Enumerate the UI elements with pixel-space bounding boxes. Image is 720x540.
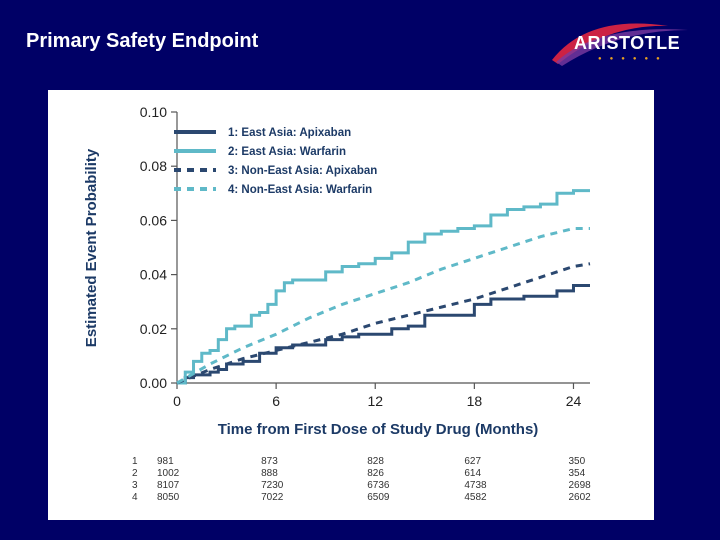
risk-count: 888 bbox=[261, 468, 278, 479]
x-tick-label: 18 bbox=[467, 393, 483, 409]
risk-count: 6509 bbox=[367, 492, 390, 503]
risk-count: 8050 bbox=[157, 492, 180, 503]
chart-panel: 0.00 0.02 0.04 0.06 0.08 0.10 0 6 12 18 24 1: Eas… bbox=[48, 90, 654, 520]
logo-swoosh-icon bbox=[552, 23, 688, 66]
y-tick-label: 0.06 bbox=[140, 212, 167, 228]
legend-label: 4: Non-East Asia: Warfarin bbox=[228, 184, 372, 196]
x-tick-label: 0 bbox=[173, 393, 181, 409]
risk-count: 7230 bbox=[261, 480, 284, 491]
risk-count: 2602 bbox=[568, 492, 591, 503]
risk-count: 2698 bbox=[568, 480, 591, 491]
legend-label: 2: East Asia: Warfarin bbox=[228, 146, 346, 158]
risk-count: 350 bbox=[568, 456, 585, 467]
risk-count: 828 bbox=[367, 456, 384, 467]
slide-title: Primary Safety Endpoint bbox=[26, 30, 259, 52]
series-line-3 bbox=[176, 262, 591, 385]
risk-count: 981 bbox=[157, 456, 174, 467]
x-tick-label: 6 bbox=[272, 393, 280, 409]
risk-row-label: 3 bbox=[132, 480, 138, 491]
y-tick-label: 0.00 bbox=[140, 375, 167, 391]
logo-text: ARISTOTLE bbox=[574, 33, 681, 53]
x-tick-label: 12 bbox=[367, 393, 383, 409]
risk-count: 8107 bbox=[157, 480, 180, 491]
risk-count: 4582 bbox=[464, 492, 487, 503]
series-line-2 bbox=[177, 189, 590, 385]
risk-count: 826 bbox=[367, 468, 384, 479]
risk-count: 1002 bbox=[157, 468, 180, 479]
y-tick-label: 0.08 bbox=[140, 158, 167, 174]
risk-count: 627 bbox=[464, 456, 481, 467]
risk-row-label: 2 bbox=[132, 468, 138, 479]
survival-chart: 0.000.020.040.060.080.10 0 6 12 18 24 1: Eas… bbox=[83, 104, 591, 503]
risk-count: 7022 bbox=[261, 492, 284, 503]
y-tick-label: 0.04 bbox=[140, 267, 167, 283]
legend-label: 1: East Asia: Apixaban bbox=[228, 127, 351, 139]
x-tick-label: 24 bbox=[566, 393, 582, 409]
risk-count: 873 bbox=[261, 456, 278, 467]
x-axis-title: Time from First Dose of Study Drug (Mont… bbox=[218, 421, 539, 438]
risk-count: 4738 bbox=[464, 480, 487, 491]
series-line-1 bbox=[177, 283, 590, 385]
y-tick-label: 0.02 bbox=[140, 321, 167, 337]
risk-count: 354 bbox=[568, 468, 585, 479]
risk-row-label: 1 bbox=[132, 456, 138, 467]
y-axis-title: Estimated Event Probability bbox=[83, 148, 100, 347]
aristotle-logo: ARISTOTLE ●●●●●● bbox=[548, 20, 708, 70]
logo-dots-icon: ●●●●●● bbox=[598, 56, 668, 62]
legend-label: 3: Non-East Asia: Apixaban bbox=[228, 165, 377, 177]
y-tick-label: 0.10 bbox=[140, 104, 167, 120]
risk-count: 6736 bbox=[367, 480, 390, 491]
series-line-4 bbox=[176, 227, 590, 385]
risk-row-label: 4 bbox=[132, 492, 138, 503]
risk-count: 614 bbox=[464, 468, 481, 479]
